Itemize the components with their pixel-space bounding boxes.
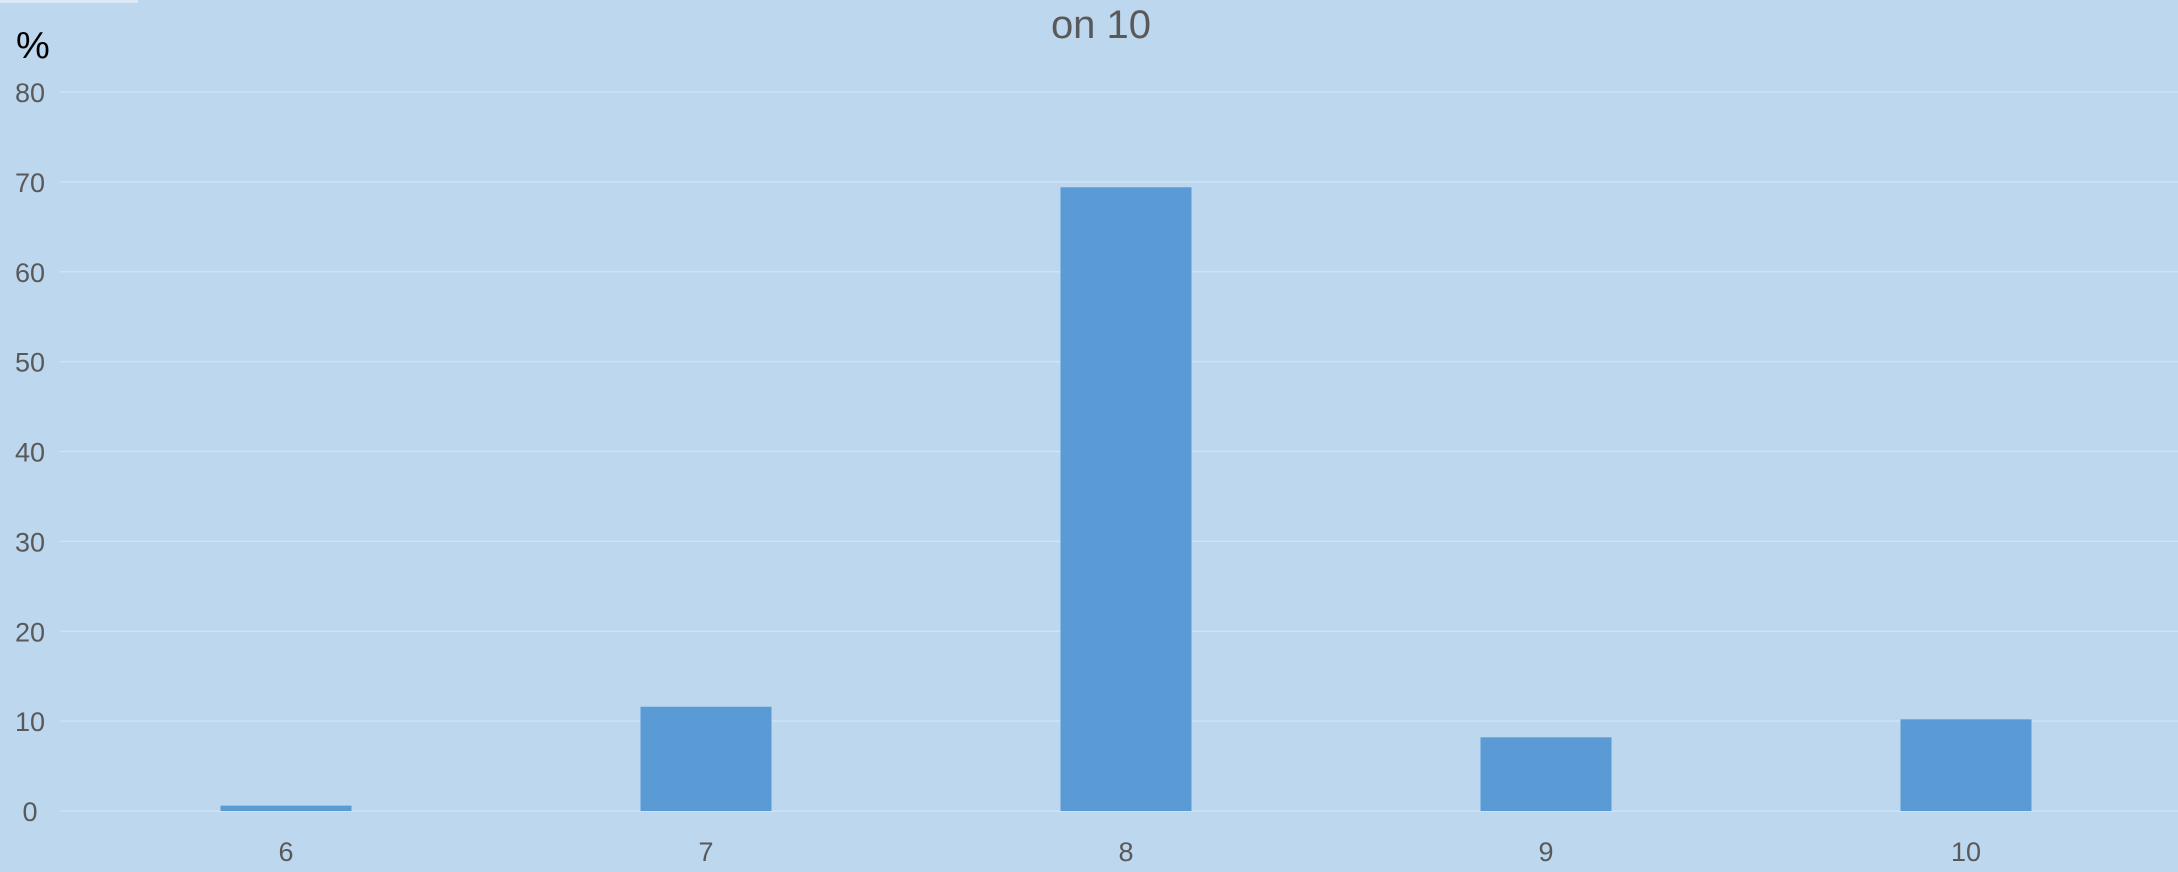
x-tick-label-6: 6: [278, 837, 293, 867]
x-tick-label-9: 9: [1538, 837, 1553, 867]
y-tick-label-80: 80: [15, 78, 45, 108]
gridlines: [60, 91, 2178, 812]
chart-title: on 10: [1051, 3, 1151, 47]
y-axis-unit-label: %: [16, 25, 50, 67]
y-axis-ticks: 0 10 20 30 40 50 60 70 80: [15, 78, 45, 827]
bar-8: [1060, 187, 1192, 811]
bar-6: [220, 805, 352, 811]
bar-9: [1480, 737, 1612, 811]
x-tick-label-10: 10: [1951, 837, 1981, 867]
x-tick-label-8: 8: [1118, 837, 1133, 867]
bars: [220, 187, 2032, 811]
y-tick-label-20: 20: [15, 617, 45, 647]
y-tick-label-40: 40: [15, 438, 45, 468]
y-tick-label-10: 10: [15, 707, 45, 737]
corner-tab: [0, 0, 138, 3]
bar-7: [640, 706, 772, 811]
y-tick-label-70: 70: [15, 168, 45, 198]
y-tick-label-60: 60: [15, 258, 45, 288]
y-tick-label-50: 50: [15, 348, 45, 378]
x-tick-label-7: 7: [698, 837, 713, 867]
y-tick-label-0: 0: [22, 797, 37, 827]
x-axis-ticks: 6 7 8 9 10: [278, 837, 1981, 867]
y-tick-label-30: 30: [15, 527, 45, 557]
bar-10: [1900, 719, 2032, 811]
